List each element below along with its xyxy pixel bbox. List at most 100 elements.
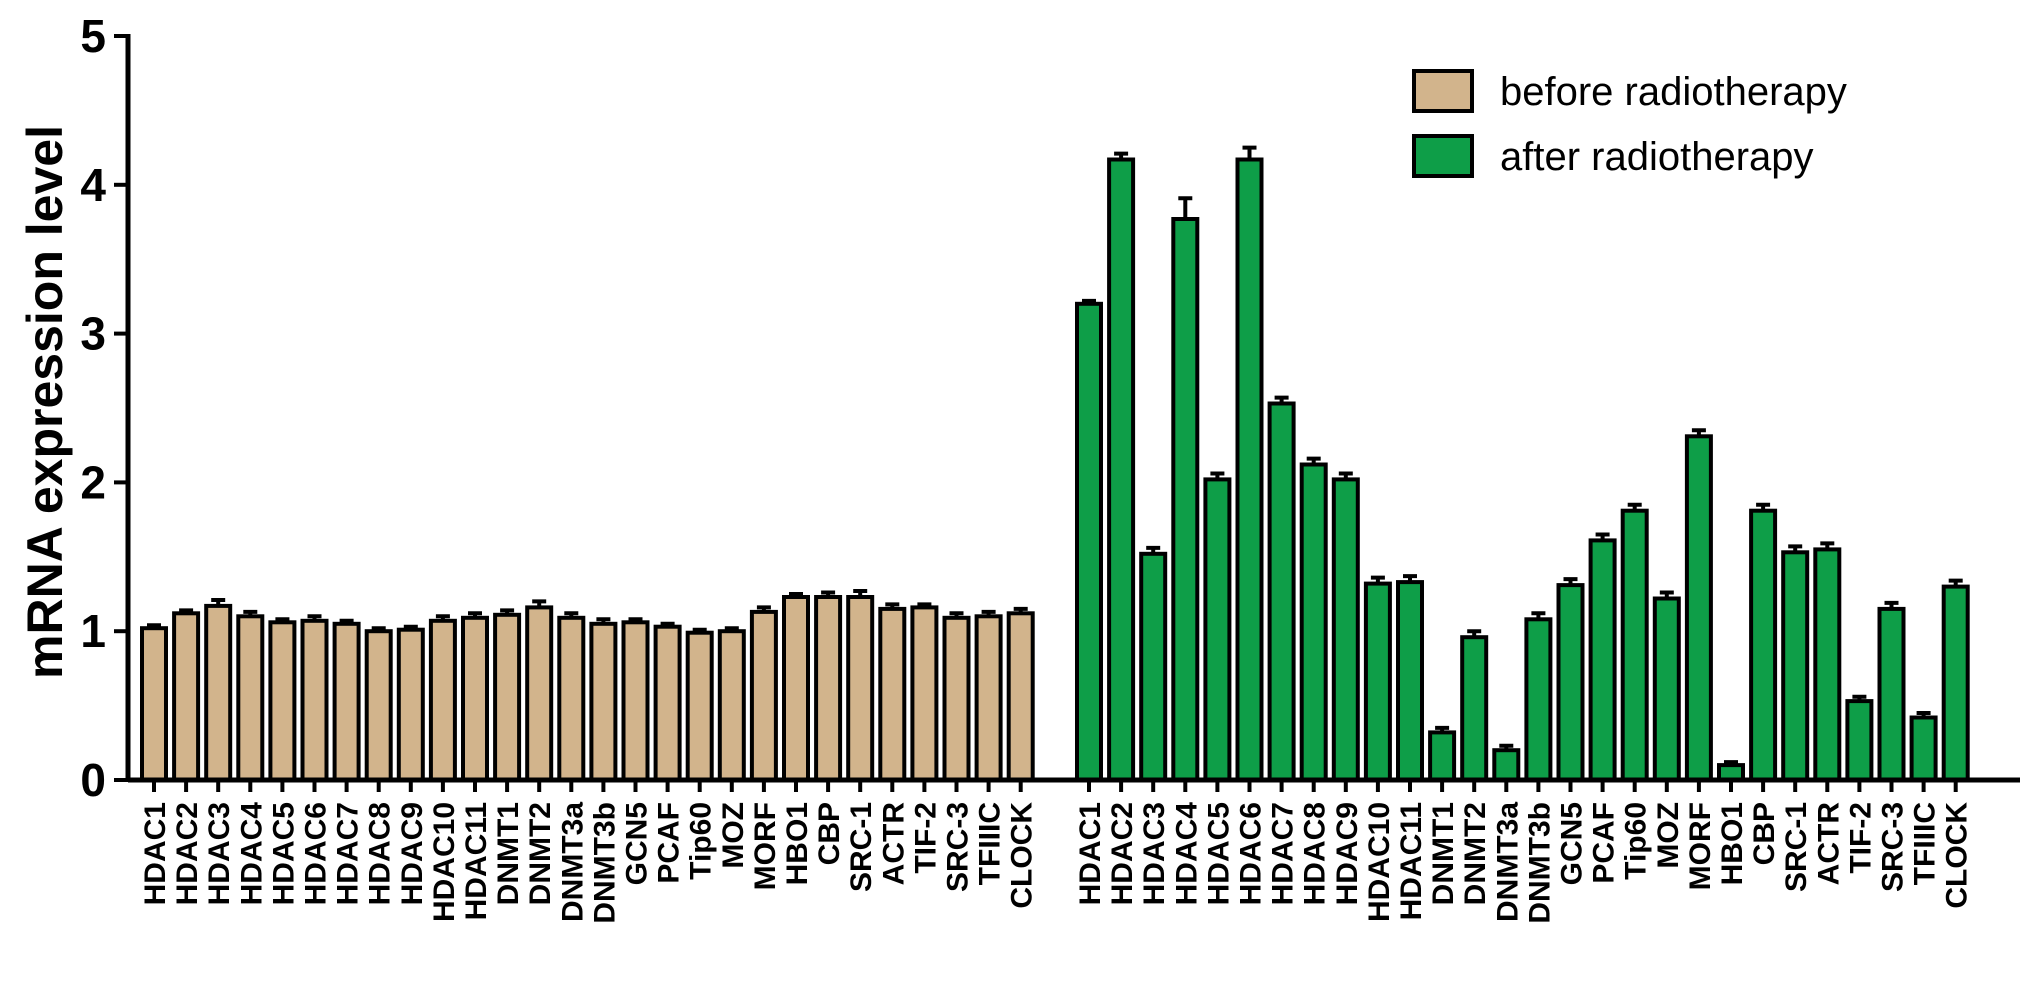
x-tick-label: SRC-3 <box>942 802 975 892</box>
x-tick-label: DNMT3b <box>588 802 621 924</box>
x-tick-label: CLOCK <box>1006 802 1039 909</box>
error-bar-after-GCN5 <box>1563 577 1578 586</box>
x-tick-label: HDAC8 <box>1299 802 1332 905</box>
bar-before-HBO1 <box>782 595 810 782</box>
x-tick-label: Tip60 <box>685 802 718 880</box>
bar-before-CLOCK <box>1006 611 1035 782</box>
bar-after-TFIIIC <box>1909 715 1938 782</box>
x-tick-label: CLOCK <box>1941 802 1974 909</box>
error-bar-after-TFIIIC <box>1916 711 1931 718</box>
bar-before-SRC-3 <box>942 615 971 782</box>
bar-after-HDAC8 <box>1299 462 1328 782</box>
x-tick-label: ACTR <box>1812 802 1845 886</box>
bar-after-HDAC2 <box>1107 157 1136 782</box>
bar-after-HDAC11 <box>1396 580 1424 782</box>
bar-before-DNMT3b <box>589 621 618 782</box>
bar-before-HDAC4 <box>236 614 265 782</box>
bar-before-MORF <box>749 609 778 783</box>
error-bar-after-HBO1 <box>1724 760 1738 766</box>
error-bar-after-Tip60 <box>1627 502 1642 511</box>
error-bar-after-SRC-1 <box>1788 544 1803 553</box>
x-tick-label: TFIIIC <box>974 802 1007 885</box>
bar-before-HDAC11 <box>461 615 489 782</box>
x-tick-label: HDAC4 <box>1170 802 1203 906</box>
error-bar-after-MOZ <box>1659 590 1674 599</box>
error-bar-after-CLOCK <box>1948 578 1963 587</box>
error-bar-after-DNMT3a <box>1499 743 1514 751</box>
x-tick-label: DNMT2 <box>1459 802 1492 905</box>
bar-after-ACTR <box>1813 547 1842 783</box>
bar-after-PCAF <box>1588 538 1617 783</box>
error-bar-before-TFIIIC <box>981 609 996 617</box>
error-bar-after-DNMT1 <box>1435 725 1450 733</box>
x-tick-label: HDAC3 <box>1138 802 1171 905</box>
bar-after-GCN5 <box>1556 583 1585 782</box>
x-tick-label: TFIIIC <box>1909 802 1942 885</box>
legend-swatch-before <box>1412 69 1474 113</box>
x-tick-label: ACTR <box>877 802 910 886</box>
legend-swatch-after <box>1412 134 1474 178</box>
legend-label-after: after radiotherapy <box>1500 135 1814 179</box>
bar-after-HDAC3 <box>1139 551 1168 782</box>
x-tick-label: SRC-1 <box>1780 802 1813 892</box>
x-tick-label: HDAC3 <box>203 802 236 905</box>
x-tick-label: SRC-1 <box>845 802 878 892</box>
x-tick-label: TIF-2 <box>1844 802 1877 874</box>
x-tick-label: DNMT1 <box>492 802 525 905</box>
x-tick-label: PCAF <box>1588 802 1621 884</box>
y-tick-label: 5 <box>80 10 106 62</box>
error-bar-after-MORF <box>1691 428 1706 437</box>
error-bar-before-MORF <box>756 605 771 612</box>
bar-before-ACTR <box>878 606 907 783</box>
x-tick-label: HDAC2 <box>1106 802 1139 905</box>
x-tick-label: HDAC7 <box>1267 802 1300 905</box>
bar-before-HDAC7 <box>332 621 361 782</box>
bar-before-TIF-2 <box>910 605 939 783</box>
bar-after-CBP <box>1749 508 1778 782</box>
error-bar-before-SRC-3 <box>949 611 964 618</box>
x-tick-label: Tip60 <box>1620 802 1653 880</box>
x-tick-label: DNMT3a <box>1491 802 1524 922</box>
error-bar-after-DNMT3b <box>1531 611 1546 620</box>
x-tick-label: HDAC2 <box>171 802 204 905</box>
x-tick-label: SRC-3 <box>1877 802 1910 892</box>
bar-before-HDAC5 <box>268 620 297 782</box>
error-bar-before-HDAC6 <box>307 614 322 621</box>
x-tick-label: MORF <box>749 802 782 890</box>
error-bar-before-MOZ <box>724 626 739 632</box>
error-bar-before-CLOCK <box>1013 606 1028 614</box>
x-tick-label: HBO1 <box>781 802 814 885</box>
error-bar-before-HDAC9 <box>403 624 418 630</box>
error-bar-before-ACTR <box>885 602 900 609</box>
bar-after-MORF <box>1684 434 1713 782</box>
error-bar-after-HDAC2 <box>1114 151 1129 160</box>
error-bar-after-HDAC5 <box>1210 471 1225 480</box>
x-tick-label: CBP <box>1748 802 1781 865</box>
bar-before-Tip60 <box>685 630 714 783</box>
error-bar-before-HDAC11 <box>468 611 482 618</box>
error-bar-before-HDAC2 <box>179 608 194 614</box>
bar-after-DNMT3a <box>1492 748 1521 783</box>
error-bar-after-HDAC4 <box>1178 196 1193 219</box>
x-tick-label: DNMT2 <box>524 802 557 905</box>
bar-before-HDAC9 <box>396 627 425 783</box>
x-tick-label: HDAC10 <box>1363 802 1396 922</box>
x-tick-label: HDAC4 <box>235 802 268 906</box>
error-bar-before-TIF-2 <box>917 602 932 608</box>
x-tick-label: HDAC7 <box>332 802 365 905</box>
x-tick-label: HBO1 <box>1716 802 1749 885</box>
x-tick-label: HDAC8 <box>364 802 397 905</box>
error-bar-before-DNMT2 <box>532 599 547 608</box>
legend: before radiotherapy after radiotherapy <box>1412 69 1847 179</box>
x-tick-label: HDAC9 <box>396 802 429 905</box>
error-bar-before-CBP <box>821 590 836 597</box>
error-bar-before-HDAC3 <box>211 598 226 606</box>
bar-after-HDAC4 <box>1171 217 1200 782</box>
bar-after-TIF-2 <box>1845 699 1874 782</box>
bar-after-DNMT2 <box>1460 635 1489 783</box>
error-bar-before-HDAC1 <box>147 623 161 629</box>
y-axis-label: mRNA expression level <box>17 125 73 679</box>
x-tick-label: HDAC11 <box>1395 802 1428 920</box>
bar-after-HDAC10 <box>1363 581 1392 782</box>
